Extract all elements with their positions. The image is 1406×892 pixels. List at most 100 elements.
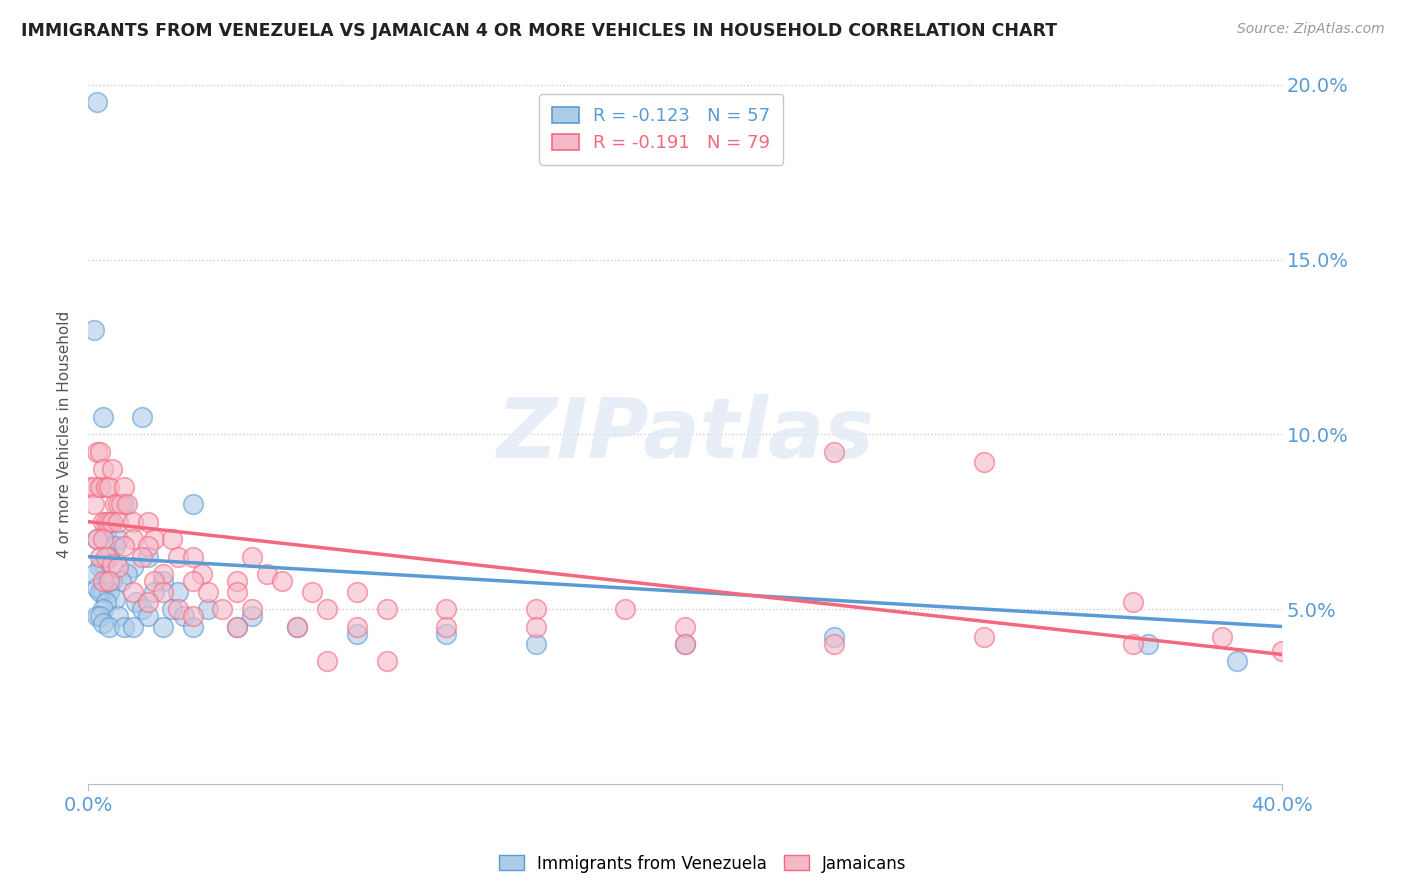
Point (89, 480, 111, 494)
Point (110, 574, 132, 588)
Point (375, 602, 398, 616)
Point (160, 532, 183, 546)
Point (1271, 644, 1294, 658)
Point (152, 584, 174, 599)
Point (83, 497, 105, 511)
Point (86, 95, 108, 110)
Point (131, 602, 153, 616)
Point (89, 549, 111, 564)
Point (1122, 637, 1144, 651)
Point (152, 574, 174, 588)
Point (181, 609, 204, 624)
Point (673, 619, 696, 633)
Point (91, 574, 114, 588)
Point (83, 322, 105, 336)
Point (122, 584, 145, 599)
Point (316, 602, 339, 616)
Point (89, 480, 111, 494)
Point (91, 557, 114, 571)
Point (166, 602, 188, 616)
Point (346, 584, 368, 599)
Point (211, 602, 233, 616)
Point (125, 595, 148, 609)
Point (614, 602, 637, 616)
Point (101, 515, 124, 529)
Point (181, 619, 204, 633)
Point (115, 567, 138, 582)
Point (434, 626, 457, 640)
Point (94, 549, 117, 564)
Point (112, 619, 135, 633)
Point (136, 515, 159, 529)
Point (301, 584, 323, 599)
Point (285, 619, 308, 633)
Point (83, 567, 105, 582)
Point (136, 595, 159, 609)
Point (152, 567, 174, 582)
Point (181, 574, 204, 588)
Point (524, 637, 547, 651)
Point (91, 409, 114, 424)
Point (226, 574, 249, 588)
Point (98, 549, 121, 564)
Point (142, 574, 165, 588)
Point (285, 619, 308, 633)
Point (181, 549, 204, 564)
Point (823, 630, 845, 644)
Point (104, 539, 127, 553)
Point (101, 462, 124, 476)
Point (190, 567, 212, 582)
Point (173, 609, 195, 624)
Point (434, 602, 457, 616)
Point (181, 497, 204, 511)
Point (136, 539, 159, 553)
Point (240, 609, 263, 624)
Point (91, 515, 114, 529)
Point (98, 480, 121, 494)
Text: IMMIGRANTS FROM VENEZUELA VS JAMAICAN 4 OR MORE VEHICLES IN HOUSEHOLD CORRELATIO: IMMIGRANTS FROM VENEZUELA VS JAMAICAN 4 … (21, 22, 1057, 40)
Point (94, 480, 117, 494)
Point (101, 574, 124, 588)
Point (89, 560, 111, 574)
Point (142, 532, 165, 546)
Point (142, 584, 165, 599)
Point (86, 581, 108, 595)
Point (107, 497, 129, 511)
Point (86, 445, 108, 459)
Point (94, 515, 117, 529)
Point (112, 497, 135, 511)
Point (1211, 630, 1233, 644)
Point (77, 480, 100, 494)
Point (240, 549, 263, 564)
Point (226, 619, 249, 633)
Point (91, 602, 114, 616)
Point (112, 539, 135, 553)
Point (823, 637, 845, 651)
Point (346, 626, 368, 640)
Point (1226, 655, 1249, 669)
Point (973, 630, 995, 644)
Point (104, 497, 127, 511)
Point (104, 591, 127, 606)
Text: Source: ZipAtlas.com: Source: ZipAtlas.com (1237, 22, 1385, 37)
Point (107, 515, 129, 529)
Point (91, 462, 114, 476)
Point (131, 409, 153, 424)
Point (112, 480, 135, 494)
Point (122, 532, 145, 546)
Point (122, 619, 145, 633)
Point (131, 549, 153, 564)
Point (94, 574, 117, 588)
Point (434, 619, 457, 633)
Point (107, 560, 129, 574)
Point (110, 497, 132, 511)
Point (1122, 595, 1144, 609)
Point (316, 655, 339, 669)
Point (98, 515, 121, 529)
Point (240, 602, 263, 616)
Point (346, 619, 368, 633)
Point (89, 445, 111, 459)
Point (107, 609, 129, 624)
Point (86, 532, 108, 546)
Text: ZIPatlas: ZIPatlas (496, 394, 875, 475)
